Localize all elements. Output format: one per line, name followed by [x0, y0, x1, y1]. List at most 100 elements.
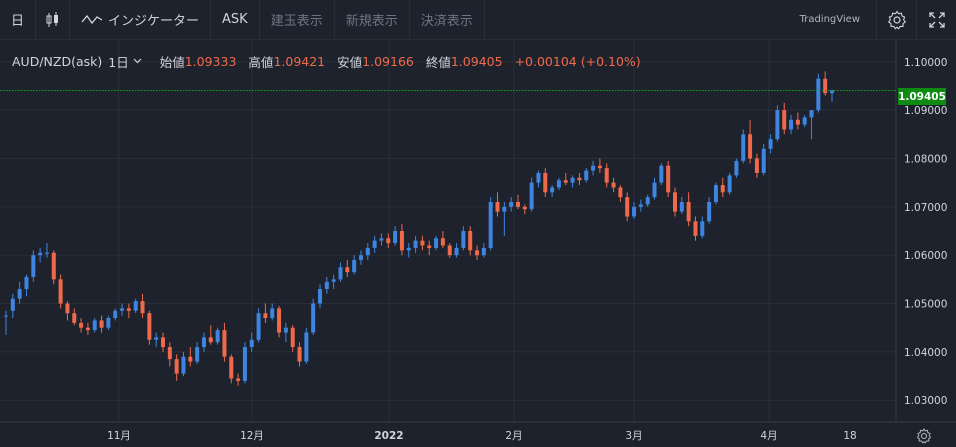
candle-body [638, 204, 643, 207]
candle-body [393, 231, 398, 244]
candle-body [208, 337, 213, 343]
candle-body [495, 201, 500, 212]
candle-body [399, 231, 404, 251]
candle [618, 185, 623, 202]
candle-body [782, 110, 787, 130]
candle-body [686, 201, 691, 222]
candle [727, 172, 732, 195]
candle [331, 274, 336, 290]
candle [666, 160, 671, 198]
candle [113, 308, 118, 321]
candle [577, 172, 582, 186]
candle-body [454, 247, 459, 256]
candle [495, 192, 500, 217]
candle [215, 327, 220, 345]
candle-body [379, 238, 384, 241]
candle-body [802, 117, 807, 125]
candle [208, 325, 213, 345]
candle-body [195, 347, 200, 362]
symbol-name[interactable]: AUD/NZD(ask) [12, 54, 103, 69]
candle-body [543, 172, 548, 193]
candle-body [502, 206, 507, 212]
indicators-icon [81, 14, 103, 24]
candle [638, 199, 643, 212]
candle-body [270, 308, 275, 319]
candle [167, 342, 172, 367]
open-position-display-button[interactable]: 建玉表示 [260, 0, 335, 40]
candle-body [748, 134, 753, 159]
candle-body [283, 327, 288, 333]
candle [672, 187, 677, 217]
candle-body [618, 187, 623, 198]
candle [379, 233, 384, 246]
candle-body [167, 347, 172, 360]
ask-button[interactable]: ASK [211, 0, 260, 40]
chevron-down-icon[interactable] [133, 56, 142, 67]
candle-body [331, 279, 336, 282]
price-chart[interactable]: 1.10000 1.09000 1.08000 1.07000 1.06000 1.050… [0, 40, 956, 447]
candle [795, 112, 800, 130]
candle-body [679, 201, 684, 212]
candle [679, 197, 684, 215]
settlement-display-button[interactable]: 決済表示 [410, 0, 485, 40]
candle-body [31, 255, 36, 277]
price-tick-label: 1.05000 [904, 299, 947, 311]
candle-body [556, 180, 561, 188]
candle [365, 243, 370, 261]
low-value: 1.09166 [362, 54, 414, 69]
candle [393, 226, 398, 246]
candle [529, 177, 534, 212]
candle-body [79, 322, 84, 328]
candle-body [17, 289, 22, 299]
settings-button[interactable] [876, 0, 916, 40]
open-position-label: 建玉表示 [270, 14, 323, 29]
candle [515, 194, 520, 210]
candle [236, 373, 241, 386]
candle-body [816, 78, 821, 111]
candle [72, 308, 77, 326]
settlement-label: 決済表示 [420, 14, 473, 29]
candle [686, 192, 691, 227]
candle [584, 168, 589, 183]
candle [509, 197, 514, 212]
candle [522, 204, 527, 215]
gear-icon [887, 10, 906, 30]
interval-button[interactable]: 日 [0, 0, 37, 40]
candle [427, 240, 432, 256]
candle-body [645, 197, 650, 205]
candle-body [44, 252, 49, 254]
candle-body [830, 90, 834, 94]
high-value: 1.09421 [273, 54, 326, 69]
candle-body [461, 231, 466, 248]
fullscreen-button[interactable] [916, 0, 956, 40]
candle-body [188, 356, 193, 362]
candle [324, 276, 329, 294]
open-label: 始値 [159, 55, 185, 70]
candle [413, 235, 418, 253]
candle-body [58, 279, 63, 304]
candle [693, 216, 698, 241]
candle-body [481, 247, 486, 256]
candle [556, 177, 561, 190]
top-toolbar: 日 インジケーター ASK 建玉表示 新規表示 決済表示 TradingView [0, 0, 956, 40]
candle [720, 177, 725, 198]
candle [591, 160, 596, 176]
candle [17, 281, 22, 304]
candle [597, 158, 602, 173]
price-tick-label: 1.10000 [904, 57, 947, 69]
candle-body [222, 330, 227, 357]
candle-body [386, 238, 391, 244]
new-order-display-button[interactable]: 新規表示 [335, 0, 410, 40]
chart-settings-button[interactable] [913, 425, 935, 447]
candle-body [263, 313, 268, 319]
candle-body [85, 327, 90, 331]
candle-body [529, 182, 534, 210]
indicators-button[interactable]: インジケーター [70, 0, 212, 40]
legend-interval[interactable]: 1日 [108, 55, 129, 70]
candle [242, 342, 247, 384]
candle-body [215, 330, 220, 343]
candle [338, 262, 343, 282]
candle [816, 73, 821, 113]
chart-type-button[interactable] [36, 0, 71, 40]
candle [229, 354, 234, 384]
